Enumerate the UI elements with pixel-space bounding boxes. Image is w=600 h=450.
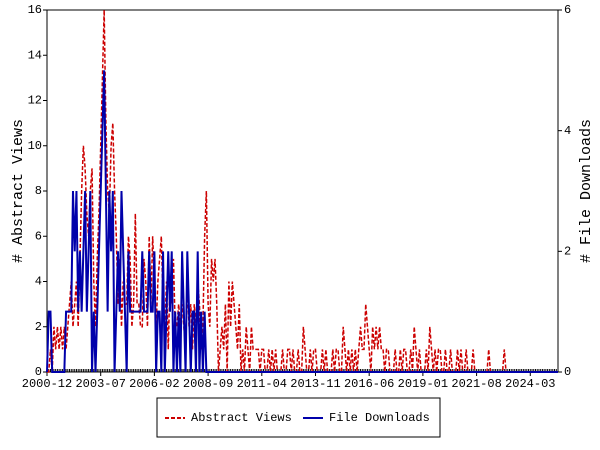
y-tick-label: 12	[28, 94, 42, 108]
y-tick-label: 16	[28, 3, 42, 17]
y-tick-label: 4	[35, 275, 42, 289]
x-tick-label: 2006-02	[129, 377, 179, 391]
y-tick-label: 6	[35, 229, 42, 243]
x-tick-label: 2019-01	[398, 377, 448, 391]
x-tick-label: 2003-07	[75, 377, 125, 391]
x-tick-label: 2013-11	[290, 377, 340, 391]
y-tick-label: 10	[28, 139, 42, 153]
y-tick-label: 0	[35, 365, 42, 379]
y-tick-label: 14	[28, 48, 42, 62]
series-line	[46, 70, 558, 373]
y2-tick-label: 6	[564, 3, 571, 17]
y2-axis-title: # File Downloads	[578, 119, 595, 263]
x-tick-label: 2024-03	[505, 377, 555, 391]
y-tick-label: 8	[35, 184, 42, 198]
x-tick-label: 2000-12	[22, 377, 72, 391]
y-tick-label: 2	[35, 320, 42, 334]
legend-box	[156, 397, 441, 438]
y2-tick-label: 4	[564, 124, 571, 138]
x-tick-label: 2008-09	[183, 377, 233, 391]
x-tick-label: 2021-08	[451, 377, 501, 391]
y-axis-title: # Abstract Views	[10, 119, 27, 263]
y2-tick-label: 0	[564, 365, 571, 379]
y2-tick-label: 2	[564, 245, 571, 259]
series-line	[47, 9, 558, 373]
x-tick-label: 2011-04	[237, 377, 287, 391]
x-tick-label: 2016-06	[344, 377, 394, 391]
plot-frame	[46, 9, 559, 373]
legend-label: Abstract Views	[191, 411, 292, 425]
legend-label: File Downloads	[329, 411, 430, 425]
